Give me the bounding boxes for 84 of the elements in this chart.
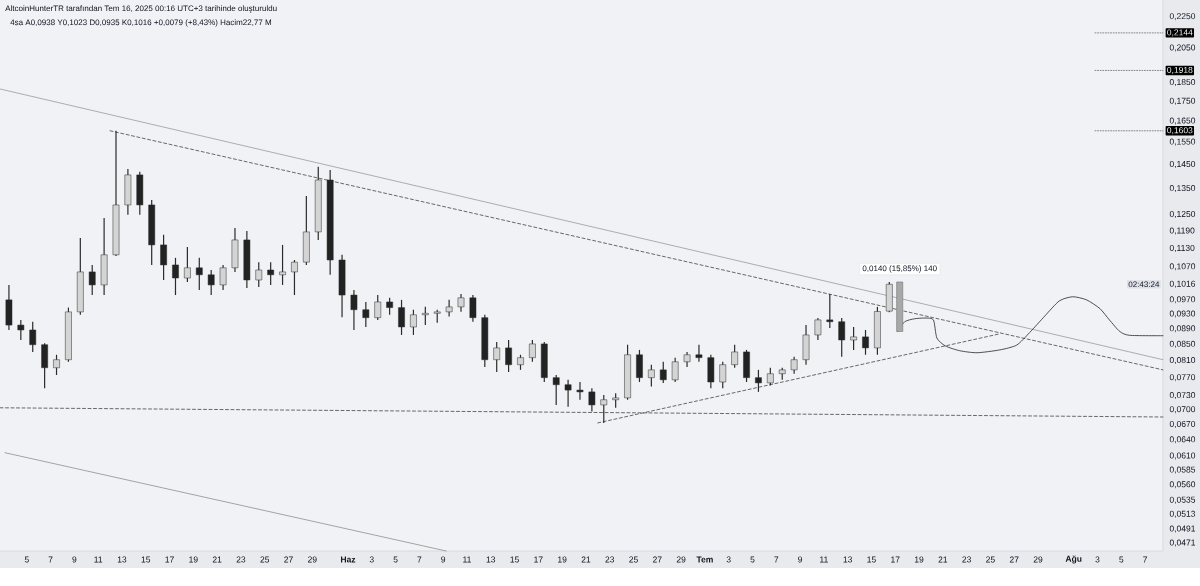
x-tick-label: 19 bbox=[189, 556, 198, 563]
y-tick-label: 0,2050 bbox=[1169, 44, 1196, 52]
x-tick-label: 21 bbox=[212, 556, 222, 563]
data-label: 0,2144 bbox=[1167, 29, 1193, 37]
y-tick-label: 0,1550 bbox=[1169, 138, 1196, 146]
y-tick-label: 0,0610 bbox=[1169, 452, 1196, 460]
y-tick-label: 0,0930 bbox=[1169, 310, 1196, 318]
y-tick-label: 0,1130 bbox=[1169, 244, 1195, 252]
y-tick-label: 0,0560 bbox=[1169, 481, 1196, 489]
x-tick-label: 9 bbox=[72, 556, 77, 563]
text: 4sa A0,0938 Y0,1023 D0,0935 K0,1016 +0,0079 (+8,43%) Hacim22,77 M bbox=[10, 19, 272, 27]
x-tick-label: 27 bbox=[1009, 556, 1019, 563]
x-tick-label: 13 bbox=[117, 556, 127, 563]
x-tick-label: 25 bbox=[986, 556, 995, 563]
x-tick-label: 15 bbox=[510, 556, 519, 563]
text: AltcoinHunterTR tarafından Tem 16, 2025 00:16 UTC+3 tarihinde oluşturuldu bbox=[5, 5, 277, 13]
y-tick-label: 0,0640 bbox=[1169, 436, 1196, 444]
x-tick-label: 13 bbox=[843, 556, 853, 563]
y-tick-label: 0,0585 bbox=[1169, 466, 1196, 474]
data-label: 0,1918 bbox=[1167, 66, 1193, 74]
x-tick-label: 17 bbox=[891, 556, 900, 563]
y-tick-label: 0,1750 bbox=[1169, 97, 1196, 105]
x-tick-label: 23 bbox=[605, 556, 615, 563]
annotation: 02:43:24 bbox=[1128, 281, 1160, 288]
x-tick-label: 5 bbox=[393, 556, 398, 563]
y-tick-label: 0,1650 bbox=[1169, 117, 1196, 125]
y-tick-label: 0,0810 bbox=[1169, 357, 1196, 365]
x-tick-label: 27 bbox=[284, 556, 293, 563]
y-tick-label: 0,1850 bbox=[1169, 79, 1196, 87]
x-tick-label: 9 bbox=[798, 556, 803, 563]
x-tick-label: 7 bbox=[48, 556, 53, 563]
x-tick-label: 9 bbox=[441, 556, 446, 563]
y-tick-label: 0,1250 bbox=[1169, 210, 1196, 218]
data-label: 0,1603 bbox=[1167, 127, 1193, 135]
x-tick-label: 23 bbox=[236, 556, 246, 563]
x-tick-label: 3 bbox=[1095, 556, 1100, 563]
x-tick-label: Tem bbox=[696, 556, 713, 563]
x-tick-label: 5 bbox=[750, 556, 755, 563]
x-tick-label: 3 bbox=[726, 556, 731, 563]
y-tick-label: 0,1450 bbox=[1169, 161, 1196, 169]
x-tick-label: 17 bbox=[165, 556, 174, 563]
x-tick-label: 17 bbox=[534, 556, 543, 563]
annotation: 0,0140 (15,85%) 140 bbox=[862, 265, 937, 273]
y-tick-label: 0,0850 bbox=[1169, 340, 1196, 348]
y-tick-label: 0,0970 bbox=[1169, 296, 1196, 304]
x-tick-label: 21 bbox=[938, 556, 948, 563]
y-tick-label: 0,0535 bbox=[1169, 496, 1196, 504]
y-tick-label: 0,0770 bbox=[1169, 374, 1196, 382]
x-tick-label: 19 bbox=[914, 556, 924, 563]
x-tick-label: 11 bbox=[820, 556, 828, 563]
y-tick-label: 0,0513 bbox=[1169, 510, 1196, 518]
y-tick-label: 0,0890 bbox=[1169, 325, 1196, 333]
y-tick-label: 0,1016 bbox=[1169, 280, 1196, 288]
x-tick-label: 23 bbox=[962, 556, 971, 563]
x-tick-label: 11 bbox=[94, 556, 103, 563]
y-tick-label: 0,1350 bbox=[1169, 185, 1196, 193]
x-tick-label: 13 bbox=[486, 556, 496, 563]
y-tick-label: 0,1070 bbox=[1169, 263, 1196, 271]
x-tick-label: 27 bbox=[653, 556, 662, 563]
y-tick-label: 0,0471 bbox=[1169, 539, 1196, 547]
x-tick-label: 21 bbox=[581, 556, 591, 563]
x-tick-label: 7 bbox=[417, 556, 422, 563]
x-tick-label: 7 bbox=[774, 556, 779, 563]
y-tick-label: 0,0491 bbox=[1169, 525, 1196, 533]
x-tick-label: 19 bbox=[558, 556, 567, 563]
x-tick-label: 15 bbox=[867, 556, 876, 563]
x-tick-label: 29 bbox=[1033, 556, 1043, 563]
x-tick-label: 15 bbox=[141, 556, 151, 563]
x-tick-label: 29 bbox=[308, 556, 317, 563]
x-tick-label: Ağu bbox=[1065, 555, 1082, 564]
y-tick-label: 0,0670 bbox=[1169, 420, 1196, 428]
y-tick-label: 0,0700 bbox=[1169, 406, 1196, 414]
x-tick-label: 5 bbox=[24, 556, 29, 563]
y-tick-label: 0,2250 bbox=[1169, 13, 1196, 21]
x-tick-label: 25 bbox=[260, 556, 270, 563]
x-tick-label: 5 bbox=[1119, 556, 1124, 563]
y-tick-label: 0,0730 bbox=[1169, 392, 1196, 400]
x-tick-label: 11 bbox=[463, 556, 471, 563]
y-tick-label: 0,1190 bbox=[1169, 227, 1195, 235]
x-tick-label: Haz bbox=[341, 556, 356, 563]
x-tick-label: 25 bbox=[629, 556, 638, 563]
x-tick-label: 7 bbox=[1143, 556, 1148, 563]
x-tick-label: 3 bbox=[369, 556, 374, 563]
x-tick-label: 29 bbox=[676, 556, 686, 563]
